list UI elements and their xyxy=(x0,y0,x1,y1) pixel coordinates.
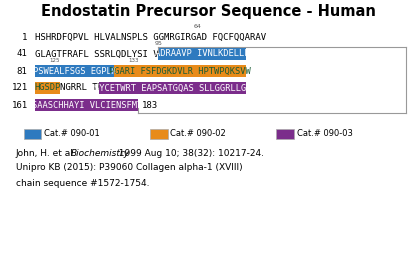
Text: Unipro KB (2015): P39060 Collagen alpha-1 (XVIII): Unipro KB (2015): P39060 Collagen alpha-… xyxy=(16,163,243,172)
Text: Cat.# 090-03: Cat.# 090-03 xyxy=(297,129,353,138)
Text: ADRAAVP IVNLKDELLF: ADRAAVP IVNLKDELLF xyxy=(155,50,249,58)
Text: chain sequence #1572-1754.: chain sequence #1572-1754. xyxy=(16,178,149,187)
FancyBboxPatch shape xyxy=(99,82,246,94)
Text: 133: 133 xyxy=(128,58,139,63)
Text: Cat.# 090-02: Cat.# 090-02 xyxy=(171,129,226,138)
FancyBboxPatch shape xyxy=(35,99,138,111)
FancyBboxPatch shape xyxy=(35,65,114,77)
FancyBboxPatch shape xyxy=(276,129,294,139)
Text: SYCETWRT EAPSATGQAS SLLGGRLLGQ: SYCETWRT EAPSATGQAS SLLGGRLLGQ xyxy=(94,84,251,92)
Text: 64: 64 xyxy=(193,24,201,29)
FancyBboxPatch shape xyxy=(114,65,246,77)
Text: NGRRL TE: NGRRL TE xyxy=(60,84,103,92)
Text: 1: 1 xyxy=(22,32,28,42)
Text: 41: 41 xyxy=(17,50,28,58)
Text: SAASCHHAYI VLCIENSFMT: SAASCHHAYI VLCIENSFMT xyxy=(32,100,142,110)
Text: 121: 121 xyxy=(12,84,28,92)
FancyBboxPatch shape xyxy=(158,48,246,60)
Text: . 1999 Aug 10; 38(32): 10217-24.: . 1999 Aug 10; 38(32): 10217-24. xyxy=(113,149,264,157)
Text: Cat.# 090-01: Cat.# 090-01 xyxy=(44,129,100,138)
Text: 183: 183 xyxy=(142,100,158,110)
Text: HGSDP: HGSDP xyxy=(35,84,61,92)
Text: PSWEALFSGS EGPLK: PSWEALFSGS EGPLK xyxy=(33,66,117,76)
Text: GLAGTFRAFL SSRLQDLYSI VRR: GLAGTFRAFL SSRLQDLYSI VRR xyxy=(35,50,170,58)
FancyBboxPatch shape xyxy=(24,129,41,139)
Text: 95: 95 xyxy=(154,41,162,46)
Text: 81: 81 xyxy=(17,66,28,76)
FancyBboxPatch shape xyxy=(150,129,168,139)
Text: PGARI FSFDGKDVLR HPTWPQKSVW: PGARI FSFDGKDVLR HPTWPQKSVW xyxy=(109,66,251,76)
Text: HSHRDFQPVL HLVALNSPLS GGMRGIRGAD FQCFQQARAV: HSHRDFQPVL HLVALNSPLS GGMRGIRGAD FQCFQQA… xyxy=(35,32,266,42)
Text: 161: 161 xyxy=(12,100,28,110)
FancyBboxPatch shape xyxy=(35,82,60,94)
Text: Endostatin Precursor Sequence - Human: Endostatin Precursor Sequence - Human xyxy=(41,4,376,19)
Text: 125: 125 xyxy=(50,58,60,63)
Text: John, H. et al.: John, H. et al. xyxy=(16,149,80,157)
Text: Biochemistry: Biochemistry xyxy=(71,149,130,157)
